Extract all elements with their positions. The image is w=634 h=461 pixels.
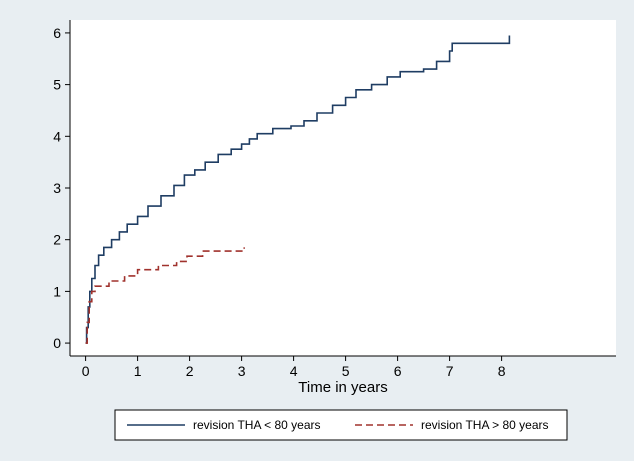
y-tick-label: 2 (53, 232, 61, 248)
legend-label-over-80: revision THA > 80 years (421, 418, 549, 432)
x-tick-label: 1 (134, 363, 142, 379)
y-tick-label: 6 (53, 25, 61, 41)
x-tick-label: 2 (186, 363, 194, 379)
x-tick-label: 4 (290, 363, 298, 379)
y-tick-label: 4 (53, 128, 61, 144)
x-tick-label: 6 (394, 363, 402, 379)
legend: revision THA < 80 years revision THA > 8… (114, 409, 568, 441)
y-tick-label: 5 (53, 77, 61, 93)
y-tick-label: 3 (53, 180, 61, 196)
x-tick-label: 0 (82, 363, 90, 379)
y-axis-ticks: 0 1 2 3 4 5 6 (53, 25, 70, 351)
x-axis-ticks: 0 1 2 3 4 5 6 7 8 (82, 356, 506, 379)
x-axis-label: Time in years (298, 379, 387, 396)
series-line-over-80 (85, 247, 245, 344)
legend-label-under-80: revision THA < 80 years (193, 418, 321, 432)
y-tick-label: 0 (53, 335, 61, 351)
legend-box (114, 409, 568, 441)
plot-area (70, 20, 616, 356)
series-line-under-80 (85, 35, 511, 344)
y-tick-label: 1 (53, 283, 61, 299)
x-tick-label: 8 (498, 363, 506, 379)
x-tick-label: 5 (342, 363, 350, 379)
x-tick-label: 3 (238, 363, 246, 379)
series-layer (85, 35, 511, 344)
x-tick-label: 7 (446, 363, 454, 379)
